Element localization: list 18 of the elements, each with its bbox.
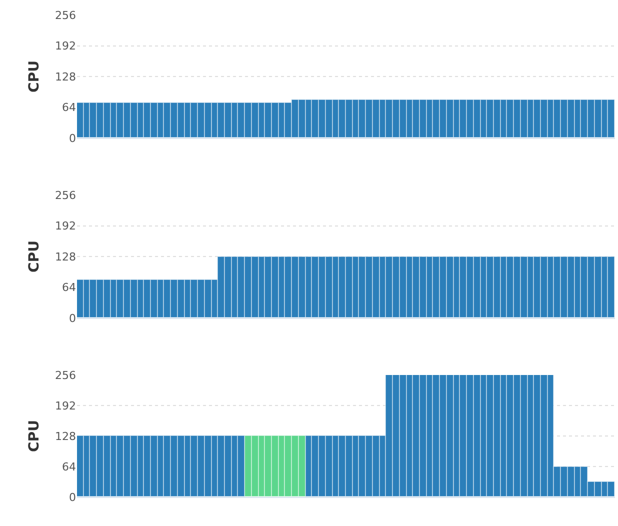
- y-tick-label: 192: [55, 220, 76, 233]
- y-tick-label: 256: [55, 188, 76, 202]
- y-tick-label: 64: [62, 281, 76, 294]
- y-tick-label: 128: [55, 250, 76, 264]
- y-tick-label: 128: [55, 70, 76, 84]
- y-axis-title: CPU: [26, 420, 43, 452]
- y-tick-label: 256: [55, 368, 76, 382]
- y-tick-label: 192: [55, 40, 76, 53]
- y-tick-label: 128: [55, 430, 76, 443]
- y-tick-label: 256: [55, 8, 76, 22]
- y-tick-label: 192: [55, 399, 76, 412]
- y-tick-label: 64: [62, 460, 76, 474]
- y-axis-title: CPU: [26, 60, 43, 92]
- y-axis-title: CPU: [26, 240, 43, 272]
- y-tick-label: 0: [69, 312, 76, 325]
- y-tick-label: 0: [69, 490, 76, 504]
- y-tick-label: 64: [62, 101, 76, 114]
- y-tick-label: 0: [69, 132, 76, 145]
